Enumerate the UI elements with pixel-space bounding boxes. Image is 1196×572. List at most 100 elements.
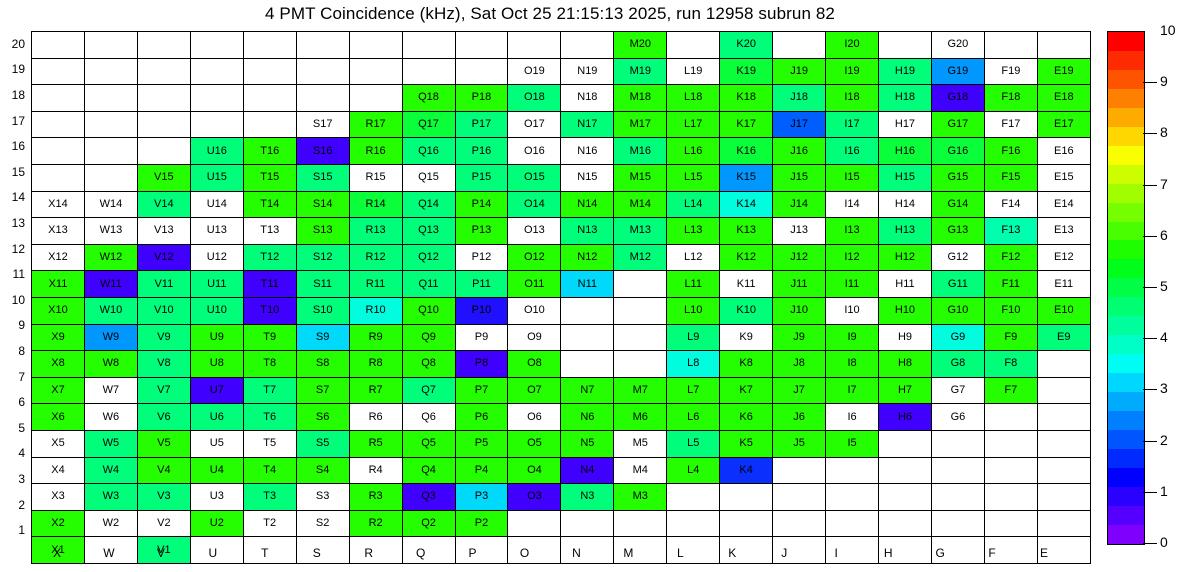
heatmap-cell-O11[interactable]: O11 xyxy=(507,270,562,298)
heatmap-cell-K20[interactable]: K20 xyxy=(719,31,774,59)
heatmap-cell-empty[interactable] xyxy=(983,536,1038,564)
heatmap-cell-V4[interactable]: V4 xyxy=(136,456,191,485)
heatmap-cell-Q7[interactable]: Q7 xyxy=(401,376,456,405)
heatmap-cell-empty[interactable] xyxy=(507,509,562,538)
heatmap-cell-U10[interactable]: U10 xyxy=(189,296,244,325)
heatmap-cell-L14[interactable]: L14 xyxy=(666,190,721,219)
heatmap-cell-K13[interactable]: K13 xyxy=(719,217,774,245)
heatmap-cell-empty[interactable] xyxy=(242,536,297,564)
heatmap-cell-R16[interactable]: R16 xyxy=(348,137,403,165)
heatmap-cell-H11[interactable]: H11 xyxy=(878,270,932,298)
heatmap-cell-S6[interactable]: S6 xyxy=(295,403,350,431)
heatmap-cell-Q2[interactable]: Q2 xyxy=(401,509,456,538)
heatmap-cell-G12[interactable]: G12 xyxy=(930,243,985,272)
heatmap-cell-S15[interactable]: S15 xyxy=(295,163,350,192)
heatmap-cell-empty[interactable] xyxy=(454,31,509,59)
heatmap-cell-G10[interactable]: G10 xyxy=(930,296,985,325)
heatmap-cell-empty[interactable] xyxy=(1036,429,1091,458)
heatmap-cell-W11[interactable]: W11 xyxy=(83,270,138,298)
heatmap-cell-empty[interactable] xyxy=(719,536,774,564)
heatmap-cell-T16[interactable]: T16 xyxy=(242,137,297,165)
heatmap-cell-L15[interactable]: L15 xyxy=(666,163,721,192)
heatmap-cell-empty[interactable] xyxy=(825,536,879,564)
heatmap-cell-X12[interactable]: X12 xyxy=(31,243,85,272)
heatmap-cell-I12[interactable]: I12 xyxy=(825,243,879,272)
heatmap-cell-K11[interactable]: K11 xyxy=(719,270,774,298)
heatmap-cell-E15[interactable]: E15 xyxy=(1036,163,1091,192)
heatmap-cell-N4[interactable]: N4 xyxy=(560,456,615,485)
heatmap-cell-J10[interactable]: J10 xyxy=(772,296,827,325)
heatmap-cell-M4[interactable]: M4 xyxy=(613,456,668,485)
heatmap-cell-R4[interactable]: R4 xyxy=(348,456,403,485)
heatmap-cell-empty[interactable] xyxy=(719,483,774,511)
heatmap-cell-W13[interactable]: W13 xyxy=(83,217,138,245)
heatmap-cell-K6[interactable]: K6 xyxy=(719,403,774,431)
heatmap-cell-U16[interactable]: U16 xyxy=(189,137,244,165)
heatmap-cell-L8[interactable]: L8 xyxy=(666,350,721,378)
heatmap-cell-E16[interactable]: E16 xyxy=(1036,137,1091,165)
heatmap-cell-K15[interactable]: K15 xyxy=(719,163,774,192)
heatmap-cell-T10[interactable]: T10 xyxy=(242,296,297,325)
heatmap-cell-empty[interactable] xyxy=(772,536,827,564)
heatmap-cell-R7[interactable]: R7 xyxy=(348,376,403,405)
heatmap-cell-R12[interactable]: R12 xyxy=(348,243,403,272)
heatmap-cell-L5[interactable]: L5 xyxy=(666,429,721,458)
heatmap-cell-empty[interactable] xyxy=(719,509,774,538)
heatmap-cell-L12[interactable]: L12 xyxy=(666,243,721,272)
heatmap-cell-T12[interactable]: T12 xyxy=(242,243,297,272)
heatmap-cell-empty[interactable] xyxy=(136,31,191,59)
heatmap-cell-Q8[interactable]: Q8 xyxy=(401,350,456,378)
heatmap-cell-empty[interactable] xyxy=(507,31,562,59)
heatmap-cell-M5[interactable]: M5 xyxy=(613,429,668,458)
heatmap-cell-O6[interactable]: O6 xyxy=(507,403,562,431)
heatmap-cell-S8[interactable]: S8 xyxy=(295,350,350,378)
heatmap-cell-M14[interactable]: M14 xyxy=(613,190,668,219)
heatmap-cell-J11[interactable]: J11 xyxy=(772,270,827,298)
heatmap-cell-empty[interactable] xyxy=(83,84,138,112)
heatmap-cell-M7[interactable]: M7 xyxy=(613,376,668,405)
heatmap-cell-O7[interactable]: O7 xyxy=(507,376,562,405)
heatmap-cell-J16[interactable]: J16 xyxy=(772,137,827,165)
heatmap-cell-G16[interactable]: G16 xyxy=(930,137,985,165)
heatmap-cell-H15[interactable]: H15 xyxy=(878,163,932,192)
heatmap-cell-J17[interactable]: J17 xyxy=(772,110,827,139)
heatmap-cell-U9[interactable]: U9 xyxy=(189,323,244,352)
heatmap-cell-empty[interactable] xyxy=(31,31,85,59)
heatmap-cell-H14[interactable]: H14 xyxy=(878,190,932,219)
heatmap-cell-P10[interactable]: P10 xyxy=(454,296,509,325)
heatmap-cell-empty[interactable] xyxy=(560,509,615,538)
heatmap-cell-X9[interactable]: X9 xyxy=(31,323,85,352)
heatmap-cell-Q15[interactable]: Q15 xyxy=(401,163,456,192)
heatmap-cell-J6[interactable]: J6 xyxy=(772,403,827,431)
heatmap-cell-F19[interactable]: F19 xyxy=(983,57,1038,86)
heatmap-cell-empty[interactable] xyxy=(613,296,668,325)
heatmap-cell-F9[interactable]: F9 xyxy=(983,323,1038,352)
heatmap-cell-H8[interactable]: H8 xyxy=(878,350,932,378)
heatmap-cell-F18[interactable]: F18 xyxy=(983,84,1038,112)
heatmap-cell-empty[interactable] xyxy=(983,509,1038,538)
heatmap-cell-empty[interactable] xyxy=(83,110,138,139)
heatmap-cell-V3[interactable]: V3 xyxy=(136,483,191,511)
heatmap-cell-E13[interactable]: E13 xyxy=(1036,217,1091,245)
heatmap-cell-V6[interactable]: V6 xyxy=(136,403,191,431)
heatmap-cell-W5[interactable]: W5 xyxy=(83,429,138,458)
heatmap-cell-empty[interactable] xyxy=(31,163,85,192)
heatmap-cell-empty[interactable] xyxy=(825,456,879,485)
heatmap-cell-E17[interactable]: E17 xyxy=(1036,110,1091,139)
heatmap-cell-U13[interactable]: U13 xyxy=(189,217,244,245)
heatmap-cell-P13[interactable]: P13 xyxy=(454,217,509,245)
heatmap-cell-U15[interactable]: U15 xyxy=(189,163,244,192)
heatmap-cell-empty[interactable] xyxy=(401,536,456,564)
heatmap-cell-empty[interactable] xyxy=(83,137,138,165)
heatmap-cell-V5[interactable]: V5 xyxy=(136,429,191,458)
heatmap-cell-empty[interactable] xyxy=(772,509,827,538)
heatmap-cell-empty[interactable] xyxy=(401,31,456,59)
heatmap-cell-O16[interactable]: O16 xyxy=(507,137,562,165)
heatmap-cell-P17[interactable]: P17 xyxy=(454,110,509,139)
heatmap-cell-N17[interactable]: N17 xyxy=(560,110,615,139)
heatmap-cell-P12[interactable]: P12 xyxy=(454,243,509,272)
heatmap-cell-P16[interactable]: P16 xyxy=(454,137,509,165)
heatmap-cell-Q13[interactable]: Q13 xyxy=(401,217,456,245)
heatmap-cell-S10[interactable]: S10 xyxy=(295,296,350,325)
heatmap-cell-J19[interactable]: J19 xyxy=(772,57,827,86)
